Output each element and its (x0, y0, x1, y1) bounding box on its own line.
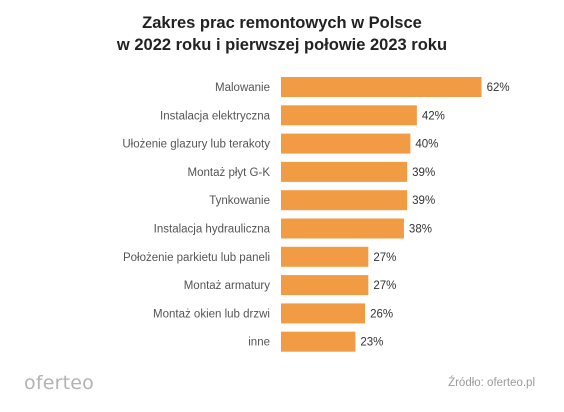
chart-title: Zakres prac remontowych w Polsce w 2022 … (0, 12, 564, 56)
category-label: Położenie parkietu lub paneli (123, 252, 270, 264)
value-label: 26% (370, 308, 393, 320)
value-label: 23% (360, 337, 383, 349)
source-note: Źródło: oferteo.pl (448, 377, 535, 389)
chart-title-line-2: w 2022 roku i pierwszej połowie 2023 rok… (116, 36, 448, 54)
value-label: 27% (373, 252, 396, 264)
oferteo-logo: oferteo (24, 372, 94, 394)
bar (281, 190, 408, 211)
value-label: 39% (412, 167, 435, 179)
bar (281, 246, 369, 267)
category-label: Malowanie (215, 82, 270, 94)
value-label: 42% (422, 110, 445, 122)
bar (281, 77, 482, 97)
category-label: Instalacja hydrauliczna (154, 224, 271, 236)
value-label: 39% (412, 195, 435, 207)
category-label: Montaż płyt G-K (188, 167, 271, 179)
value-label: 62% (487, 82, 510, 94)
bar (281, 105, 417, 126)
value-label: 27% (373, 280, 396, 292)
category-label: Instalacja elektryczna (160, 110, 271, 122)
bar (281, 331, 356, 352)
category-label: Ułożenie glazury lub terakoty (122, 139, 270, 151)
category-label: Montaż armatury (184, 280, 271, 292)
category-label: inne (248, 337, 270, 349)
category-label: Montaż okien lub drzwi (153, 308, 270, 320)
category-label: Tynkowanie (209, 195, 270, 207)
bar (281, 161, 408, 182)
bar (281, 133, 411, 154)
bar (281, 218, 404, 239)
bar (281, 303, 366, 324)
value-label: 40% (415, 139, 438, 151)
value-label: 38% (409, 224, 432, 236)
chart-title-line-1: Zakres prac remontowych w Polsce (142, 14, 422, 32)
bar (281, 275, 369, 296)
